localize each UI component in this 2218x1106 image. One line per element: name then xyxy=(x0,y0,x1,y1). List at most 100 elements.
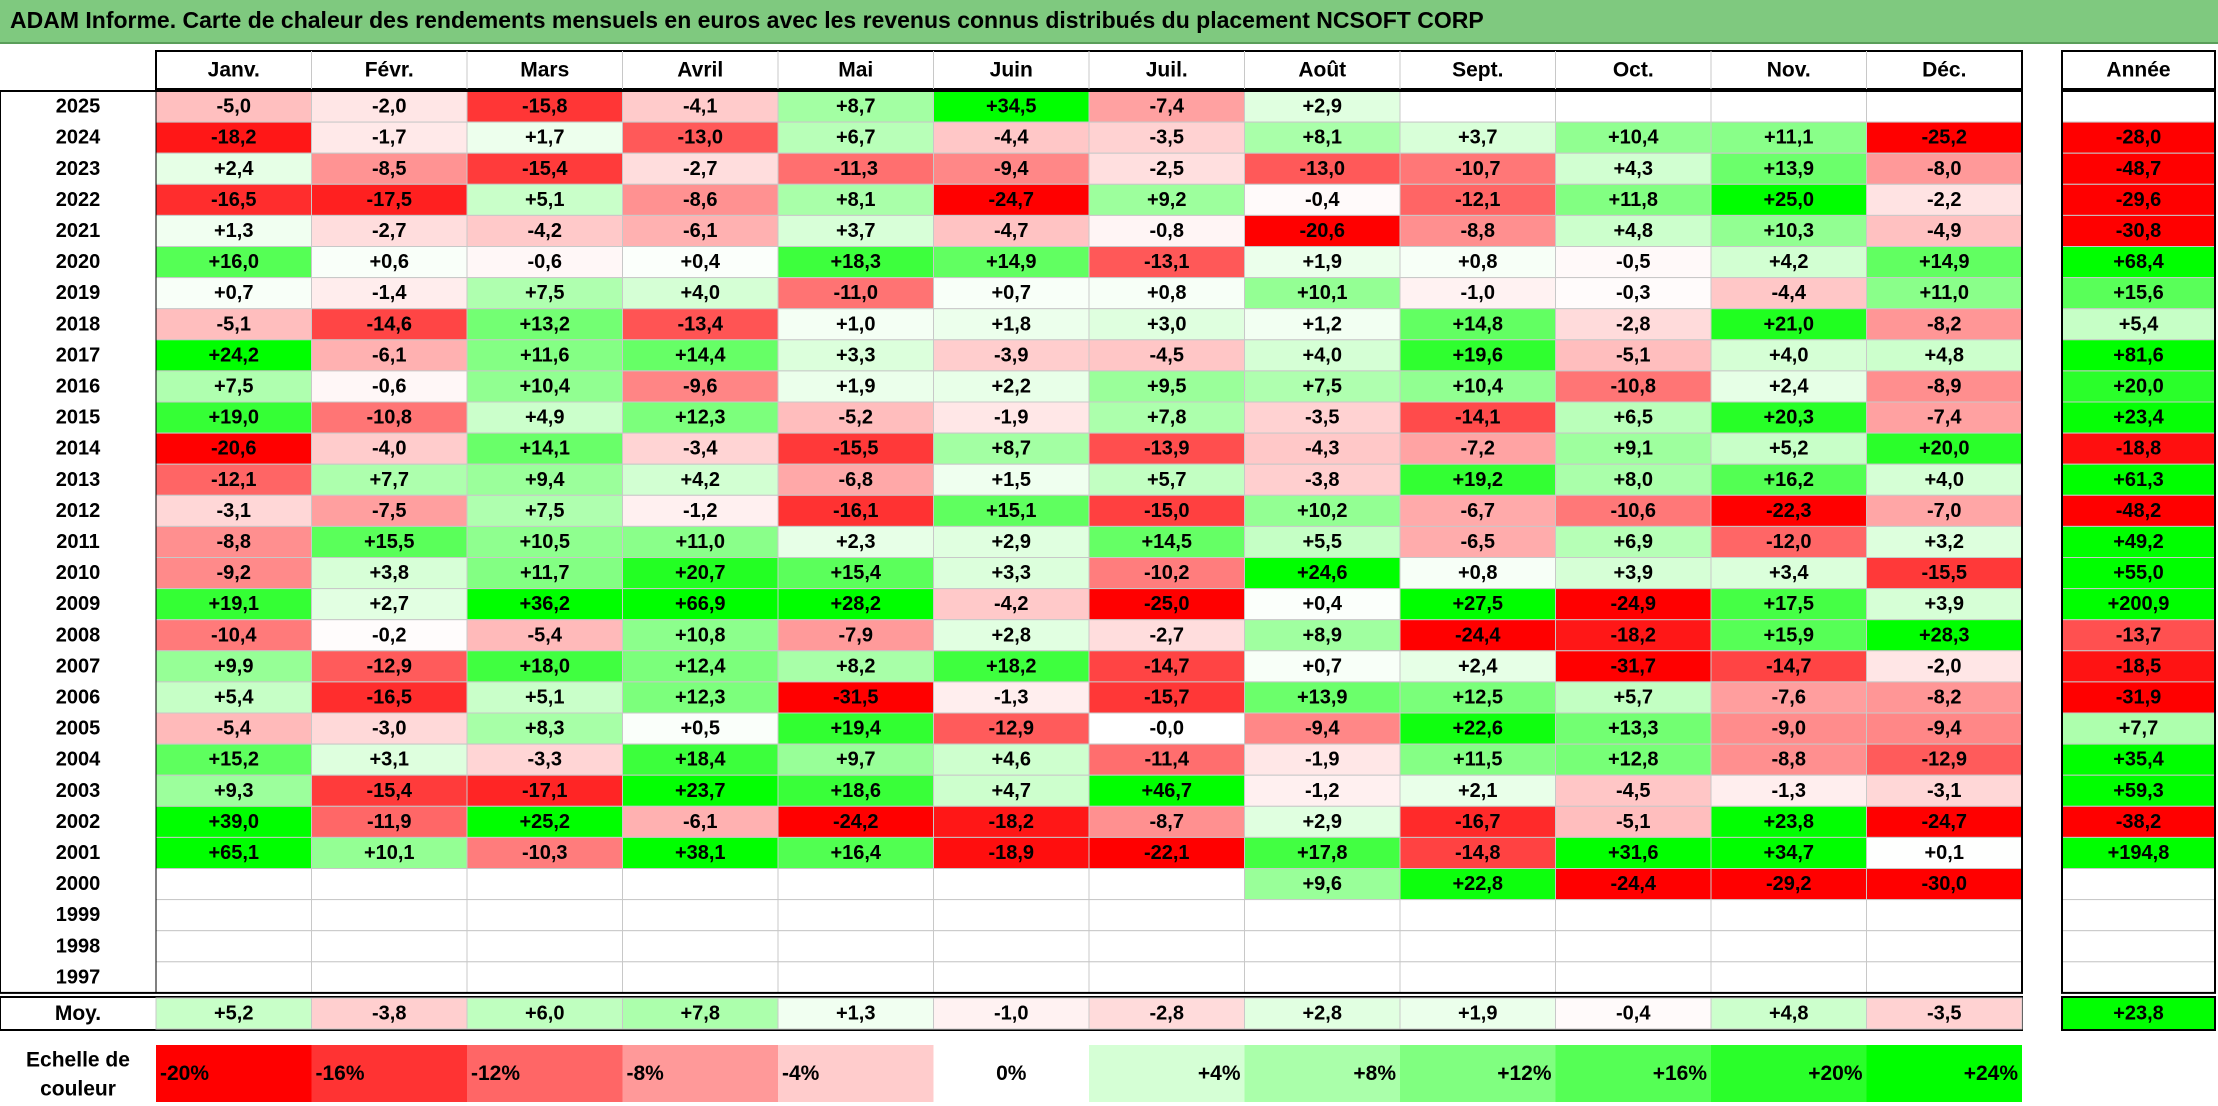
cell-value: -1,9 xyxy=(1305,749,1339,771)
cell-value: -8,0 xyxy=(1927,158,1961,180)
heatmap-cell xyxy=(1555,339,1712,372)
row-label-2021: 2021 xyxy=(56,220,101,242)
heatmap-cell xyxy=(1866,899,2023,932)
heatmap-cell xyxy=(777,650,934,683)
heatmap-cell xyxy=(1710,308,1867,341)
heatmap-cell xyxy=(1710,712,1867,745)
heatmap-cell xyxy=(1399,774,1556,807)
year-total-cell xyxy=(2061,868,2216,901)
cell-value: +12,3 xyxy=(675,407,726,429)
year-header: Année xyxy=(2106,59,2170,82)
cell-value: +4,2 xyxy=(681,469,720,491)
cell-value: +11,7 xyxy=(520,562,570,584)
heatmap-cell xyxy=(311,805,468,838)
cell-value: +3,7 xyxy=(1458,127,1497,149)
heatmap-cell xyxy=(466,494,623,527)
heatmap-cell xyxy=(466,961,623,994)
average-cell xyxy=(1399,997,1556,1030)
cell-value: +3,0 xyxy=(1147,313,1186,335)
cell-value: -5,4 xyxy=(528,624,563,646)
heatmap-cell xyxy=(1710,90,1867,123)
cell-value: -15,4 xyxy=(366,780,412,802)
heatmap-cell xyxy=(1399,152,1556,185)
year-total-value: -31,9 xyxy=(2116,686,2162,708)
cell-value: +0,8 xyxy=(1147,282,1186,304)
cell-value: -13,9 xyxy=(1144,438,1190,460)
cell-value: +1,3 xyxy=(214,220,253,242)
heatmap-cell xyxy=(1710,214,1867,247)
cell-value: -24,7 xyxy=(1921,811,1967,833)
heatmap-cell xyxy=(622,681,779,714)
cell-value: +8,7 xyxy=(992,438,1031,460)
heatmap-cell xyxy=(1244,588,1401,621)
cell-value: +2,4 xyxy=(1458,655,1498,677)
scale-label: +16% xyxy=(1653,1062,1708,1085)
cell-value: -8,6 xyxy=(683,189,717,211)
month-header-2: Févr. xyxy=(365,59,414,82)
scale-label: +8% xyxy=(1353,1062,1396,1085)
cell-value: -9,6 xyxy=(683,375,717,397)
heatmap-cell xyxy=(777,370,934,403)
average-value: -1,0 xyxy=(994,1003,1028,1025)
heatmap-cell xyxy=(1710,463,1867,496)
cell-value: +19,6 xyxy=(1452,344,1503,366)
cell-value: +3,3 xyxy=(836,344,875,366)
cell-value: -14,7 xyxy=(1144,655,1190,677)
heatmap-cell xyxy=(1399,930,1556,963)
cell-value: -3,1 xyxy=(217,500,251,522)
heatmap-cell xyxy=(466,588,623,621)
cell-value: -9,4 xyxy=(1305,718,1340,740)
cell-value: -8,8 xyxy=(1461,220,1495,242)
cell-value: +6,9 xyxy=(1614,531,1653,553)
cell-value: +11,0 xyxy=(1919,282,1969,304)
heatmap-cell xyxy=(622,152,779,185)
heatmap-cell xyxy=(466,370,623,403)
cell-value: +1,9 xyxy=(836,375,875,397)
year-total-cell xyxy=(2061,432,2216,465)
year-total-cell xyxy=(2061,339,2216,372)
heatmap-cell xyxy=(1244,214,1401,247)
heatmap-cell xyxy=(622,619,779,652)
heatmap-cell xyxy=(777,961,934,994)
cell-value: -22,1 xyxy=(1144,842,1190,864)
heatmap-cell xyxy=(1866,432,2023,465)
row-label-2016: 2016 xyxy=(56,375,101,397)
cell-value: +5,1 xyxy=(525,189,564,211)
average-value: +2,8 xyxy=(1303,1003,1342,1025)
heatmap-cell xyxy=(1088,743,1245,776)
cell-value: -12,1 xyxy=(211,469,257,491)
cell-value: -5,0 xyxy=(217,96,251,118)
cell-value: -0,6 xyxy=(372,375,406,397)
cell-value: -1,7 xyxy=(372,127,406,149)
cell-value: +9,2 xyxy=(1147,189,1186,211)
cell-value: +10,4 xyxy=(519,375,570,397)
cell-value: +2,9 xyxy=(992,531,1031,553)
heatmap-cell xyxy=(1866,650,2023,683)
cell-value: -13,4 xyxy=(677,313,723,335)
heatmap-cell xyxy=(1710,650,1867,683)
cell-value: -9,4 xyxy=(994,158,1029,180)
heatmap-cell xyxy=(1088,961,1245,994)
cell-value: +23,8 xyxy=(1763,811,1814,833)
heatmap-cell xyxy=(155,774,312,807)
cell-value: +13,9 xyxy=(1297,686,1348,708)
cell-value: -8,8 xyxy=(1772,749,1806,771)
heatmap-cell xyxy=(1866,557,2023,590)
heatmap-cell xyxy=(933,121,1090,154)
year-total-value: +68,4 xyxy=(2113,251,2164,273)
heatmap-cell xyxy=(1244,930,1401,963)
row-label-2020: 2020 xyxy=(56,251,101,273)
year-total-value: +20,0 xyxy=(2113,375,2164,397)
row-label-2002: 2002 xyxy=(56,811,101,833)
scale-label: -4% xyxy=(782,1062,820,1085)
average-cell xyxy=(155,997,312,1030)
heatmap-cell xyxy=(1866,588,2023,621)
average-cell xyxy=(933,997,1090,1030)
heatmap-cell xyxy=(1088,494,1245,527)
heatmap-cell xyxy=(1399,370,1556,403)
heatmap-cell xyxy=(1555,868,1712,901)
year-total-cell xyxy=(2061,899,2216,932)
cell-value: -0,4 xyxy=(1305,189,1340,211)
cell-value: +10,4 xyxy=(1608,127,1659,149)
heatmap-cell xyxy=(466,712,623,745)
